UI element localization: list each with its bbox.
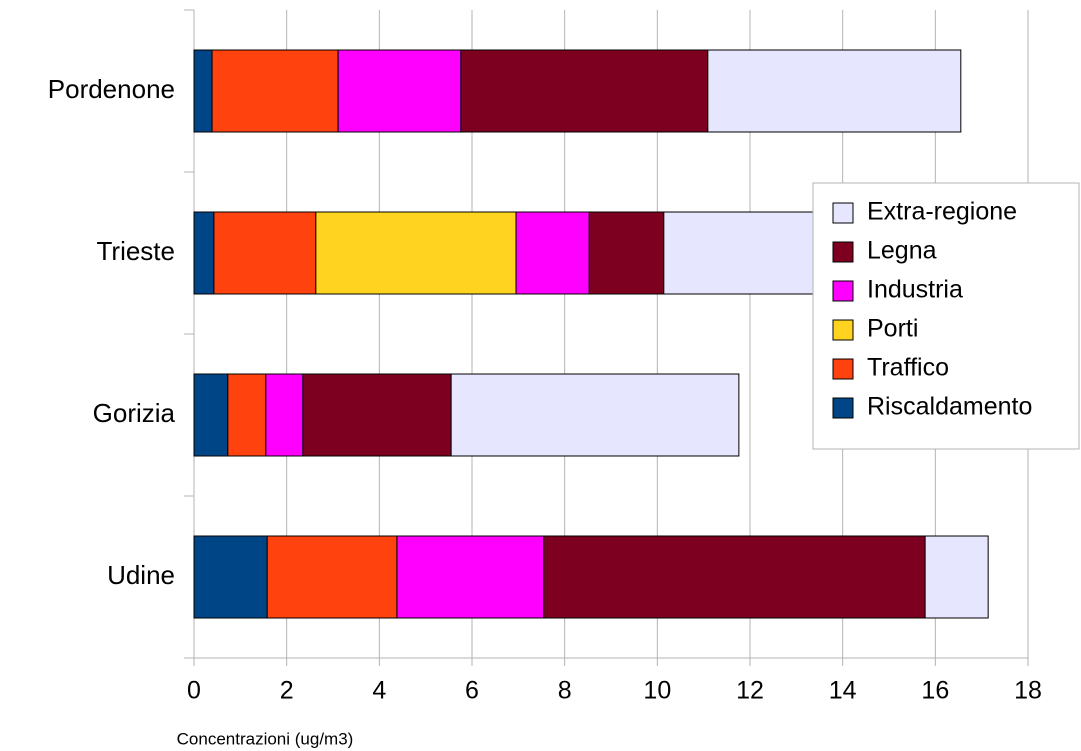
bar-segment bbox=[193, 373, 229, 457]
bar-segment bbox=[227, 373, 267, 457]
bar-segment bbox=[193, 211, 215, 295]
legend-label: Industria bbox=[867, 276, 963, 304]
bar-segment bbox=[265, 373, 304, 457]
y-tick-label: Trieste bbox=[97, 236, 176, 266]
bar-segment bbox=[302, 373, 452, 457]
legend-label: Traffico bbox=[867, 354, 949, 382]
x-tick-label: 8 bbox=[558, 677, 572, 705]
legend-label: Legna bbox=[867, 237, 937, 265]
legend-swatch bbox=[832, 319, 854, 341]
bar-segment bbox=[213, 211, 317, 295]
bar-segment bbox=[450, 373, 740, 457]
x-tick-label: 4 bbox=[372, 677, 386, 705]
x-tick-label: 18 bbox=[1014, 677, 1042, 705]
bar-segment bbox=[396, 535, 545, 619]
y-tick-label: Pordenone bbox=[48, 74, 175, 104]
bar-segment bbox=[707, 49, 962, 133]
legend-label: Extra-regione bbox=[867, 198, 1017, 226]
x-tick-label: 6 bbox=[465, 677, 479, 705]
legend-swatch bbox=[832, 280, 854, 302]
legend-swatch bbox=[832, 241, 854, 263]
x-tick-label: 16 bbox=[921, 677, 949, 705]
x-tick-label: 14 bbox=[829, 677, 857, 705]
bar-segment bbox=[193, 49, 213, 133]
legend-box bbox=[812, 182, 1080, 450]
x-tick-label: 12 bbox=[736, 677, 764, 705]
x-tick-label: 0 bbox=[187, 677, 201, 705]
bar-segment bbox=[515, 211, 590, 295]
bar-segment bbox=[337, 49, 462, 133]
bar-segment bbox=[924, 535, 989, 619]
bar-segment bbox=[315, 211, 517, 295]
y-tick-label: Gorizia bbox=[93, 398, 176, 428]
bar-segment bbox=[543, 535, 926, 619]
bar-segment bbox=[588, 211, 665, 295]
legend-label: Riscaldamento bbox=[867, 393, 1032, 421]
bar-segment bbox=[211, 49, 339, 133]
y-tick-label: Udine bbox=[107, 560, 175, 590]
x-tick-label: 10 bbox=[643, 677, 671, 705]
legend-label: Porti bbox=[867, 315, 918, 343]
bar-segment bbox=[193, 535, 268, 619]
legend-swatch bbox=[832, 397, 854, 419]
legend-swatch bbox=[832, 202, 854, 224]
x-axis-label: Concentrazioni (ug/m3) bbox=[177, 729, 354, 748]
x-tick-label: 2 bbox=[280, 677, 294, 705]
legend-swatch bbox=[832, 358, 854, 380]
bar-segment bbox=[460, 49, 709, 133]
bar-segment bbox=[266, 535, 398, 619]
